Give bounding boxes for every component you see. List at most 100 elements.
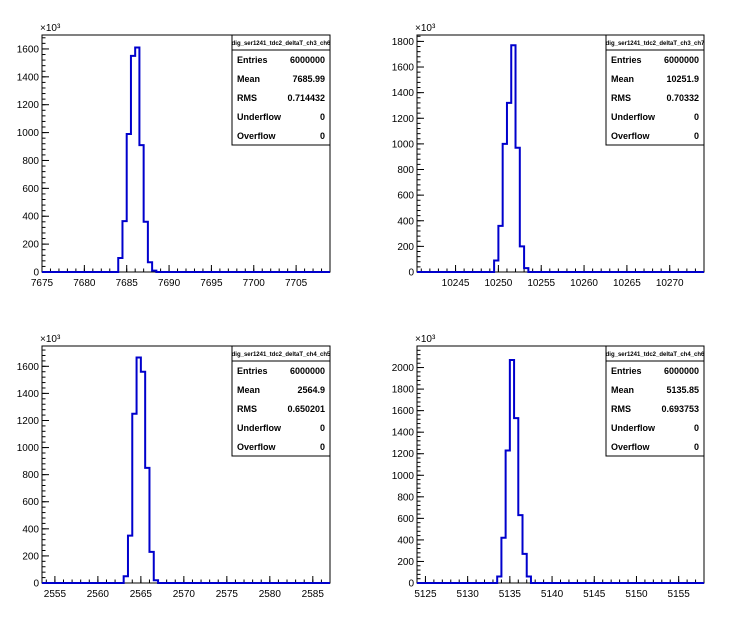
y-multiplier-label: ×10³ — [415, 23, 436, 34]
x-tick-label: 10255 — [527, 278, 555, 289]
stats-value: 0 — [320, 112, 325, 122]
x-tick-label: 10245 — [442, 278, 470, 289]
stats-value: 7685.99 — [292, 74, 325, 84]
histogram-line — [417, 359, 704, 584]
y-tick-label: 1400 — [392, 428, 415, 439]
x-tick-label: 7685 — [116, 278, 139, 289]
histogram-bin — [520, 246, 524, 272]
histogram-bin — [144, 222, 148, 272]
y-tick-label: 400 — [397, 216, 414, 227]
histogram-bin — [124, 576, 128, 583]
stats-box: dig_ser1241_tdc2_deltaT_ch3_ch6 Entries 60… — [231, 34, 331, 146]
histogram-bin — [498, 226, 502, 272]
y-tick-label: 1400 — [392, 88, 415, 99]
histogram-bin — [141, 372, 145, 583]
stats-label: Mean — [237, 74, 260, 84]
x-tick-label: 7695 — [200, 278, 223, 289]
stats-value: 6000000 — [664, 366, 699, 376]
x-tick-label: 7700 — [243, 278, 266, 289]
y-tick-label: 1800 — [392, 37, 415, 48]
stats-label: Mean — [237, 385, 260, 395]
y-tick-label: 600 — [397, 191, 414, 202]
stats-label: Overflow — [611, 131, 651, 141]
stats-title: dig_ser1241_tdc2_deltaT_ch3_ch7 — [606, 41, 705, 47]
histogram-bin — [524, 268, 528, 272]
y-tick-label: 200 — [397, 557, 414, 568]
stats-title: dig_ser1241_tdc2_deltaT_ch3_ch6 — [232, 41, 331, 47]
histogram-bin — [149, 552, 153, 583]
stats-label: RMS — [237, 93, 257, 103]
y-tick-label: 1200 — [17, 100, 40, 111]
stats-label: Mean — [611, 74, 634, 84]
stats-value: 0 — [694, 131, 699, 141]
x-tick-label: 10250 — [484, 278, 512, 289]
histogram-bin — [494, 260, 498, 272]
stats-value: 0 — [320, 131, 325, 141]
histogram-bin — [127, 134, 131, 272]
stats-value: 0 — [694, 112, 699, 122]
y-multiplier-label: ×10³ — [40, 334, 61, 345]
stats-box-frame — [231, 345, 331, 457]
stats-value: 0.714432 — [287, 93, 325, 103]
y-tick-label: 1200 — [392, 114, 415, 125]
stats-value: 5135.85 — [666, 385, 699, 395]
stats-label: Entries — [611, 55, 642, 65]
histogram-bin — [118, 258, 122, 272]
stats-box: dig_ser1241_tdc2_deltaT_ch3_ch7 Entries 60… — [605, 34, 705, 146]
y-tick-label: 0 — [408, 579, 414, 590]
stats-label: Entries — [237, 366, 268, 376]
histogram-bin — [506, 450, 510, 583]
stats-label: Overflow — [611, 442, 651, 452]
histogram-bin — [518, 515, 522, 583]
y-tick-label: 0 — [33, 268, 39, 279]
histogram-bin — [154, 580, 158, 583]
histogram-bin — [510, 360, 514, 583]
y-tick-label: 1800 — [392, 385, 415, 396]
histogram-panel-2: 0 200 400 600 800 1000 1200 1400 1600 1800×10³ 102… — [392, 23, 705, 289]
x-tick-label: 10270 — [656, 278, 684, 289]
histogram-bin — [122, 221, 126, 272]
x-tick-label: 7705 — [285, 278, 308, 289]
x-tick-label: 2580 — [259, 589, 282, 600]
y-tick-label: 800 — [397, 492, 414, 503]
histogram-panel-4: 0 200 400 600 800 1000 1200 1400 1600 1800 2000 ×10… — [392, 334, 705, 600]
stats-label: Entries — [611, 366, 642, 376]
y-tick-label: 1000 — [17, 128, 40, 139]
x-tick-label: 5140 — [541, 589, 564, 600]
x-tick-label: 7675 — [31, 278, 54, 289]
stats-label: Overflow — [237, 442, 277, 452]
stats-value: 0 — [320, 442, 325, 452]
y-tick-label: 2000 — [392, 363, 415, 374]
stats-value: 0 — [320, 423, 325, 433]
x-tick-label: 2555 — [44, 589, 67, 600]
y-tick-label: 1600 — [392, 63, 415, 74]
stats-label: Entries — [237, 55, 268, 65]
stats-value: 6000000 — [290, 366, 325, 376]
stats-box-frame — [605, 345, 705, 457]
stats-value: 0.650201 — [287, 404, 325, 414]
x-tick-label: 2560 — [87, 589, 110, 600]
x-tick-label: 2565 — [130, 589, 153, 600]
x-tick-label: 5145 — [583, 589, 606, 600]
stats-value: 0.693753 — [661, 404, 699, 414]
y-tick-label: 800 — [22, 156, 39, 167]
stats-box: dig_ser1241_tdc2_deltaT_ch4_ch5 Entries 60… — [231, 345, 331, 457]
stats-box-frame — [231, 34, 331, 146]
stats-label: RMS — [611, 404, 631, 414]
y-tick-label: 800 — [397, 165, 414, 176]
histogram-bin — [516, 148, 520, 272]
stats-label: RMS — [611, 93, 631, 103]
stats-value: 0.70332 — [666, 93, 699, 103]
x-tick-label: 10260 — [570, 278, 598, 289]
y-tick-label: 800 — [22, 470, 39, 481]
stats-value: 0 — [694, 442, 699, 452]
stats-label: Mean — [611, 385, 634, 395]
x-tick-label: 7690 — [158, 278, 181, 289]
y-tick-label: 0 — [33, 579, 39, 590]
histogram-line — [417, 44, 704, 273]
histogram-bin — [523, 554, 527, 583]
y-tick-label: 1000 — [392, 471, 415, 482]
y-tick-label: 1600 — [17, 44, 40, 55]
histogram-panel-3: 0 200 400 600 800 1000 1200 1400 1600 ×10³ 2555 256… — [17, 334, 331, 600]
y-multiplier-label: ×10³ — [40, 23, 61, 34]
